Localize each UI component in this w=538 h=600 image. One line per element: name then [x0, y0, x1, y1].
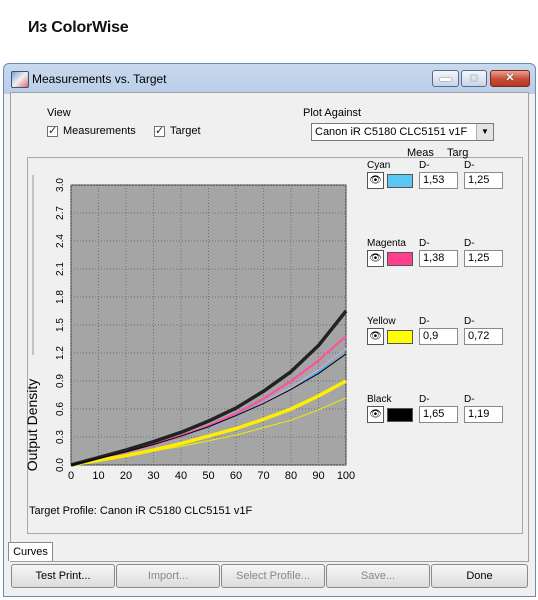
y-tick-label: 2.1: [55, 262, 66, 276]
legend-color-name: Cyan: [367, 160, 391, 171]
eye-icon[interactable]: 👁: [367, 250, 384, 267]
app-icon: [11, 71, 29, 88]
dmax-meas-value: 1,65: [419, 406, 458, 423]
dmax-meas-value: 1,53: [419, 172, 458, 189]
chart-svg: 0 10 20 30 40 50 60 70 80 90 100 0.0 0.3 0.6 0.9 1.2 1.5…: [24, 175, 355, 482]
y-tick-label: 3.0: [55, 178, 66, 192]
color-swatch-black: [387, 408, 413, 422]
y-tick-label: 1.8: [55, 290, 66, 304]
page-caption: Из ColorWise: [28, 19, 129, 36]
x-tick-label: 20: [120, 470, 132, 482]
eye-icon[interactable]: 👁: [367, 172, 384, 189]
x-tick-label: 0: [68, 470, 74, 482]
save-button[interactable]: Save...: [326, 564, 430, 588]
target-checkbox[interactable]: [154, 124, 165, 137]
dmax-targ-value: 1,25: [464, 250, 503, 267]
eye-icon[interactable]: 👁: [367, 328, 384, 345]
maximize-icon: □: [470, 72, 478, 84]
plot-against-select[interactable]: Canon iR C5180 CLC5151 v1F ▼: [311, 123, 494, 141]
close-icon: ✕: [505, 72, 515, 84]
select-profile-button[interactable]: Select Profile...: [221, 564, 325, 588]
series-line-black-measured: [70, 309, 348, 467]
series-line-black-target: [70, 353, 347, 466]
y-axis-label: Output Density: [24, 379, 40, 472]
y-tick-label: 0.3: [55, 430, 66, 444]
y-tick-label: 0.6: [55, 402, 66, 416]
x-tick-label: 100: [337, 470, 355, 482]
done-button[interactable]: Done: [431, 564, 528, 588]
curves-panel: View Plot Against Measurements Target Ca…: [10, 92, 529, 562]
color-swatch-cyan: [387, 174, 413, 188]
chevron-down-icon: ▼: [476, 124, 493, 140]
minimize-icon: ▬: [440, 72, 451, 84]
x-tick-label: 50: [202, 470, 214, 482]
y-tick-label: 2.4: [55, 234, 66, 248]
x-tick-label: 10: [92, 470, 104, 482]
y-tick-label: 0.0: [55, 458, 66, 472]
legend-color-name: Magenta: [367, 238, 406, 249]
dmax-targ-value: 1,25: [464, 172, 503, 189]
view-group: [27, 157, 523, 534]
meas-header: Meas: [407, 147, 434, 159]
y-tick-label: 1.2: [55, 346, 66, 360]
x-tick-label: 30: [147, 470, 159, 482]
plot-against-label: Plot Against: [303, 107, 362, 119]
color-swatch-yellow: [387, 330, 413, 344]
dmax-meas-value: 0,9: [419, 328, 458, 345]
legend-color-name: Black: [367, 394, 392, 405]
import-button[interactable]: Import...: [116, 564, 220, 588]
dmax-targ-value: 1,19: [464, 406, 503, 423]
close-button[interactable]: ✕: [490, 70, 530, 87]
plot-against-value: Canon iR C5180 CLC5151 v1F: [315, 126, 468, 138]
view-label: View: [47, 107, 71, 119]
target-label: Target: [170, 125, 201, 137]
legend-color-name: Yellow: [367, 316, 396, 327]
measurements-checkbox[interactable]: [47, 124, 58, 137]
targ-header: Targ: [447, 147, 469, 159]
minimize-button[interactable]: ▬: [432, 70, 459, 87]
y-tick-label: 2.7: [55, 206, 66, 220]
tab-curves[interactable]: Curves: [8, 542, 53, 561]
window: Measurements vs. Target ▬ □ ✕ View Plot …: [3, 63, 536, 597]
x-tick-label: 80: [285, 470, 297, 482]
maximize-button[interactable]: □: [461, 70, 487, 87]
series-line-yellow-target: [70, 397, 347, 466]
target-profile-text: Target Profile: Canon iR C5180 CLC5151 v…: [29, 505, 253, 517]
color-swatch-magenta: [387, 252, 413, 266]
x-tick-label: 40: [175, 470, 187, 482]
test-print-button[interactable]: Test Print...: [11, 564, 115, 588]
y-tick-label: 0.9: [55, 374, 66, 388]
dmax-meas-value: 1,38: [419, 250, 458, 267]
dmax-targ-value: 0,72: [464, 328, 503, 345]
x-tick-label: 70: [257, 470, 269, 482]
y-tick-label: 1.5: [55, 318, 66, 332]
window-title: Measurements vs. Target: [32, 72, 167, 86]
measurements-label: Measurements: [63, 125, 136, 137]
eye-icon[interactable]: 👁: [367, 406, 384, 423]
x-tick-label: 90: [312, 470, 324, 482]
x-tick-label: 60: [230, 470, 242, 482]
title-bar: Measurements vs. Target ▬ □ ✕: [4, 64, 535, 93]
